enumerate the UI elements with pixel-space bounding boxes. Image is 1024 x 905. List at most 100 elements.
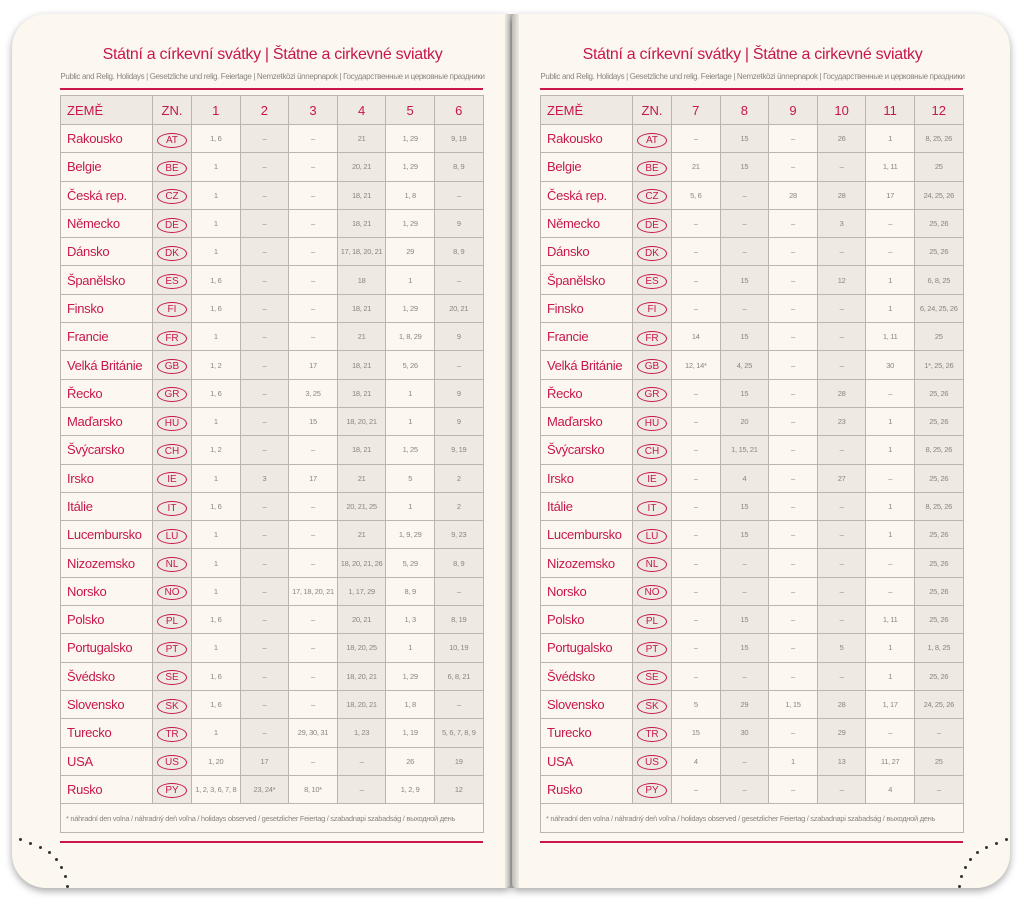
holiday-dates: 28 — [816, 180, 867, 210]
holiday-dates: – — [768, 633, 818, 663]
holiday-dates: – — [288, 633, 338, 663]
country-code-badge: NL — [637, 557, 667, 573]
holiday-dates: 1, 2, 9 — [385, 774, 435, 805]
binding-dot — [976, 851, 979, 854]
country-code-badge: TR — [157, 726, 187, 742]
country-code-badge: FI — [157, 302, 187, 318]
table-row: Irsko IE 1 3 17 21 5 2 — [60, 463, 484, 493]
holiday-dates: 25 — [913, 322, 964, 352]
holiday-dates: 1 — [191, 406, 241, 437]
holiday-dates: 15 — [719, 123, 770, 154]
holiday-dates: 15 — [288, 406, 338, 437]
holiday-dates: 18, 21 — [336, 378, 387, 408]
holiday-dates: – — [768, 322, 818, 352]
holiday-dates: 14 — [671, 322, 721, 352]
binding-dot — [64, 875, 67, 878]
holiday-dates: 6, 8, 21 — [433, 661, 484, 691]
country-code-cell: GB — [632, 350, 672, 380]
holiday-dates: 17 — [239, 746, 290, 776]
holiday-dates: – — [816, 520, 867, 550]
holiday-dates: 5 — [671, 689, 721, 720]
holiday-dates: 3, 25 — [288, 378, 338, 408]
table-row: Irsko IE –4–27–25, 26 — [540, 463, 964, 493]
holiday-dates: 25, 26 — [913, 548, 964, 578]
holiday-dates: 25, 26 — [913, 463, 964, 493]
holiday-dates: 8, 25, 26 — [913, 123, 964, 154]
country-name: Švýcarsko — [540, 435, 633, 465]
country-code-badge: IT — [157, 500, 187, 516]
country-code-cell: SE — [632, 661, 672, 691]
country-code-badge: PT — [637, 641, 667, 657]
holiday-dates: – — [239, 520, 290, 550]
holiday-dates: 1 — [191, 180, 241, 210]
holiday-dates: – — [816, 237, 867, 267]
country-name: Portugalsko — [60, 633, 153, 663]
table-row: Německo DE – – –3–25, 26 — [540, 208, 964, 239]
holiday-dates: 13 — [816, 746, 867, 776]
country-name: Řecko — [60, 378, 153, 408]
table-row: Velká Británie GB 1, 2–17 18, 21 5, 26– — [60, 350, 484, 380]
holiday-dates: 8, 9 — [433, 548, 484, 578]
holiday-dates: – — [671, 605, 721, 635]
divider — [60, 841, 483, 843]
holiday-dates: 20, 21 — [336, 605, 387, 635]
country-name: Portugalsko — [540, 633, 633, 663]
holiday-dates: 24, 25, 26 — [913, 689, 964, 720]
table-row: Nizozemsko NL – – – – –25, 26 — [540, 548, 964, 578]
holiday-dates: – — [816, 491, 867, 522]
country-code-cell: BE — [152, 152, 192, 182]
holiday-dates: 1 — [865, 661, 915, 691]
holiday-dates: 15 — [671, 718, 721, 748]
holiday-dates: – — [671, 576, 721, 607]
country-name: Švédsko — [60, 661, 153, 691]
holiday-dates: 1, 6 — [191, 605, 241, 635]
holiday-dates: – — [288, 208, 338, 239]
country-code-cell: CH — [152, 435, 192, 465]
holiday-dates: – — [288, 491, 338, 522]
country-code-badge: PY — [157, 783, 187, 799]
table-row: Španělsko ES 1, 6– –18 1– — [60, 265, 484, 295]
holiday-dates: – — [768, 463, 818, 493]
table-row: Česká rep. CZ 5, 6–28 28 17 24, 25, 26 — [540, 180, 964, 210]
holiday-dates: – — [768, 605, 818, 635]
country-code-badge: CZ — [157, 189, 187, 205]
country-name: Norsko — [540, 576, 633, 607]
holiday-dates: – — [671, 520, 721, 550]
country-name: Slovensko — [540, 689, 633, 720]
holiday-dates: 1 — [191, 152, 241, 182]
table-row: Polsko PL –15– –1, 11 25, 26 — [540, 605, 964, 635]
holiday-dates: – — [239, 378, 290, 408]
holiday-dates: – — [719, 293, 770, 324]
holiday-dates: 25, 26 — [913, 237, 964, 267]
holiday-dates: 1, 2 — [191, 350, 241, 380]
holiday-dates: – — [913, 718, 964, 748]
column-header-month: 8 — [719, 95, 770, 125]
holiday-dates: – — [865, 718, 915, 748]
country-code-cell: GR — [632, 378, 672, 408]
country-code-badge: GR — [157, 387, 187, 403]
holiday-dates: 3 — [816, 208, 867, 239]
country-code-badge: AT — [157, 132, 187, 148]
holiday-dates: – — [239, 265, 290, 295]
country-code-cell: IT — [632, 491, 672, 522]
country-code-cell: US — [152, 746, 192, 776]
country-code-badge: CH — [637, 443, 667, 459]
country-code-cell: FR — [152, 322, 192, 352]
country-code-badge: SK — [157, 698, 187, 714]
holiday-dates: – — [719, 576, 770, 607]
country-name: Nizozemsko — [60, 548, 153, 578]
holiday-dates: 20, 21 — [433, 293, 484, 324]
table-row: Portugalsko PT 1– –18, 20, 25 1 10, 19 — [60, 633, 484, 663]
country-code-cell: FI — [632, 293, 672, 324]
holiday-dates: 15 — [719, 605, 770, 635]
table-row: Itálie IT –15– –1 8, 25, 26 — [540, 491, 964, 522]
holiday-dates: 18, 20, 25 — [336, 633, 387, 663]
column-header-month: 12 — [913, 95, 964, 125]
country-code-badge: CH — [157, 443, 187, 459]
holiday-dates: 1 — [865, 293, 915, 324]
table-row: Finsko FI – – – –1 6, 24, 25, 26 — [540, 293, 964, 324]
country-code-badge: FR — [157, 330, 187, 346]
holiday-dates: – — [865, 576, 915, 607]
holiday-dates: 18, 21 — [336, 208, 387, 239]
holiday-dates: 26 — [816, 123, 867, 154]
